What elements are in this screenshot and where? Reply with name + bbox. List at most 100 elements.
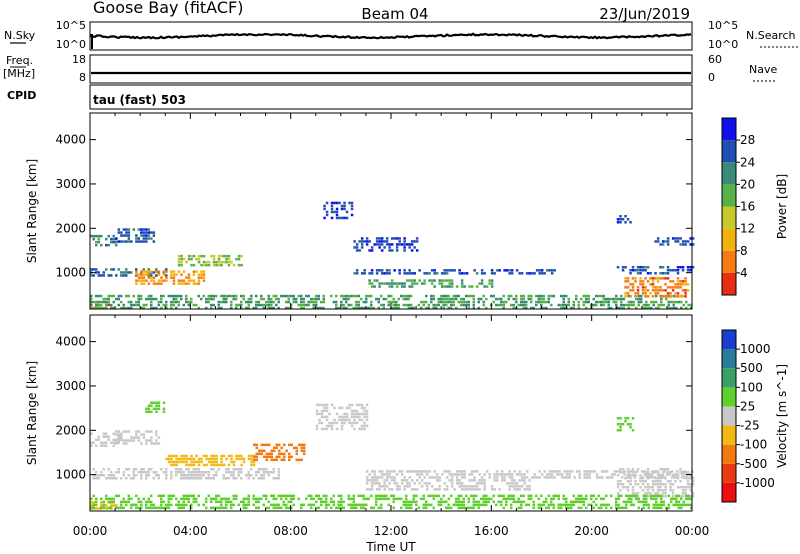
- velocity-cell: [250, 463, 253, 467]
- power-cell: [105, 303, 108, 307]
- power-cell: [270, 306, 273, 310]
- velocity-cell: [535, 494, 538, 498]
- power-cell: [408, 269, 411, 272]
- power-cell: [620, 303, 623, 307]
- power-colorbar-band: [722, 184, 736, 207]
- power-cell: [661, 272, 665, 275]
- velocity-cell: [220, 503, 223, 507]
- velocity-cell: [641, 477, 645, 480]
- velocity-cell: [97, 435, 100, 438]
- velocity-cell: [621, 468, 625, 471]
- velocity-cell: [165, 468, 168, 471]
- velocity-cell: [447, 497, 450, 501]
- velocity-cell: [664, 483, 667, 486]
- velocity-cell: [425, 485, 429, 488]
- power-cell: [644, 269, 647, 272]
- velocity-cell: [433, 488, 436, 491]
- power-cell: [343, 207, 346, 211]
- velocity-cell: [200, 471, 203, 474]
- velocity-cell: [392, 500, 395, 504]
- velocity-cell: [415, 500, 418, 504]
- velocity-cell: [616, 474, 620, 477]
- velocity-cell: [240, 477, 243, 480]
- power-cell: [300, 300, 303, 304]
- velocity-cell: [362, 494, 365, 498]
- power-region-8: [353, 269, 556, 275]
- power-cell: [105, 243, 108, 247]
- power-cell: [365, 243, 369, 246]
- velocity-cell: [642, 494, 645, 498]
- velocity-cell: [110, 500, 113, 504]
- velocity-cell: [502, 497, 505, 501]
- power-cell: [370, 300, 373, 304]
- power-cell: [607, 300, 610, 304]
- power-cell: [180, 297, 183, 301]
- power-cell: [177, 303, 180, 307]
- velocity-cell: [362, 503, 365, 507]
- power-cell: [107, 243, 110, 247]
- velocity-cell: [355, 503, 358, 507]
- power-cell: [162, 294, 165, 298]
- velocity-cell: [268, 443, 271, 447]
- power-cell: [458, 272, 461, 275]
- power-cell: [275, 303, 278, 307]
- power-cell: [202, 294, 205, 298]
- power-cell: [672, 306, 675, 310]
- power-cell: [122, 303, 125, 307]
- velocity-cell: [215, 500, 218, 504]
- velocity-cell: [190, 463, 193, 467]
- power-cell: [355, 249, 359, 252]
- velocity-cell: [280, 452, 283, 456]
- power-cell: [410, 249, 414, 252]
- velocity-cell: [328, 412, 331, 416]
- velocity-cell: [333, 418, 336, 422]
- velocity-cell: [170, 457, 173, 461]
- power-cell: [355, 272, 359, 275]
- velocity-cell: [522, 494, 525, 498]
- velocity-cell: [458, 470, 461, 473]
- velocity-cell: [680, 503, 683, 507]
- velocity-cell: [659, 480, 662, 483]
- power-cell: [102, 306, 105, 310]
- power-cell: [100, 294, 103, 298]
- power-cell: [624, 292, 627, 295]
- velocity-cell: [338, 418, 341, 422]
- velocity-cell: [502, 494, 505, 498]
- velocity-cell: [288, 455, 291, 459]
- velocity-cell: [661, 483, 665, 486]
- power-cell: [674, 269, 677, 272]
- velocity-cell: [585, 473, 589, 476]
- velocity-cell: [275, 477, 278, 480]
- power-cell: [323, 216, 326, 220]
- velocity-cell: [92, 494, 95, 498]
- power-cell: [522, 297, 525, 301]
- velocity-cell: [572, 494, 575, 498]
- velocity-cell: [132, 477, 135, 480]
- power-cell: [212, 263, 216, 267]
- power-cell: [410, 240, 414, 243]
- velocity-cell: [147, 407, 151, 410]
- velocity-cell: [267, 474, 270, 477]
- power-cell: [172, 276, 176, 279]
- power-cell: [207, 263, 211, 267]
- power-cell: [635, 306, 638, 310]
- power-cell: [355, 294, 358, 298]
- velocity-cell: [680, 476, 684, 479]
- power-cell: [202, 260, 206, 264]
- velocity-cell: [280, 506, 283, 510]
- velocity-cell: [127, 500, 130, 504]
- power-cell: [390, 285, 394, 288]
- power-cell: [382, 303, 385, 307]
- velocity-cell: [547, 506, 550, 510]
- velocity-cell: [402, 503, 405, 507]
- power-cell: [112, 306, 115, 310]
- power-cell: [432, 294, 435, 298]
- velocity-cell: [232, 460, 236, 464]
- velocity-cell: [102, 435, 105, 438]
- velocity-cell: [187, 463, 191, 467]
- power-cell: [365, 294, 368, 298]
- velocity-cell: [115, 477, 118, 480]
- velocity-colorbar-label: -100: [740, 438, 767, 452]
- velocity-cell: [320, 412, 324, 416]
- velocity-cell: [270, 458, 273, 462]
